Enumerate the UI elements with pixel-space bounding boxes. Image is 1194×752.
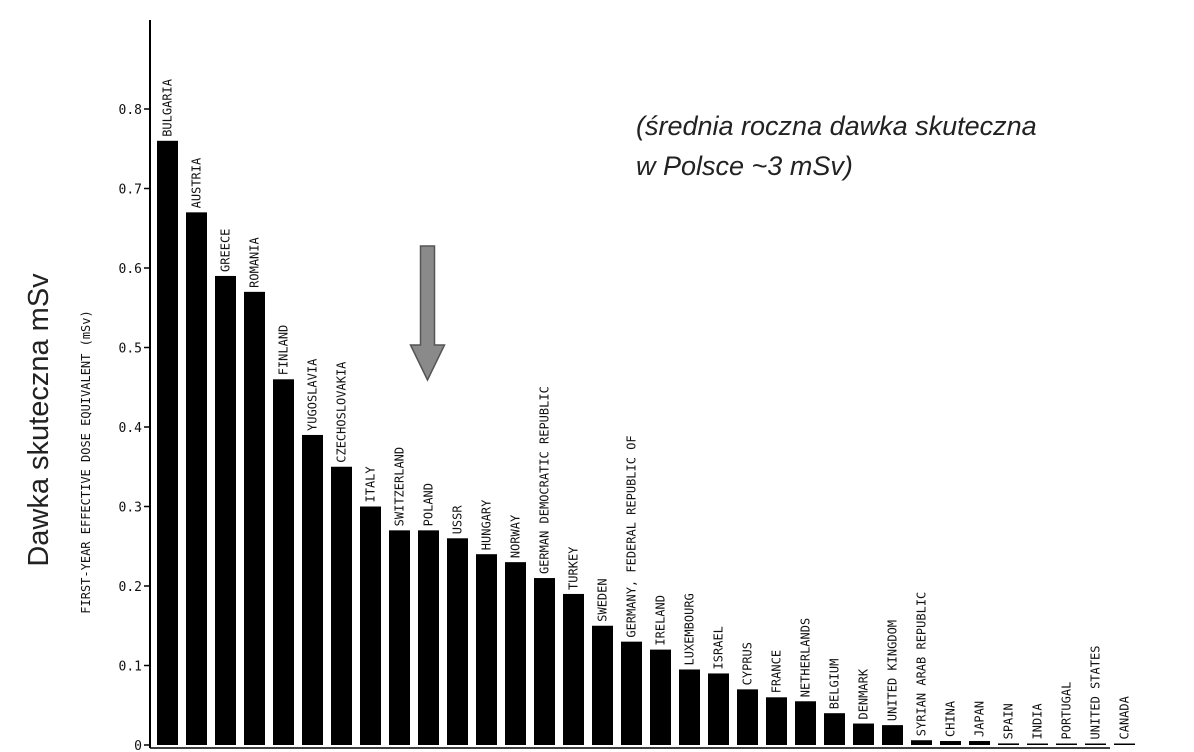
bar bbox=[940, 741, 961, 745]
bar bbox=[447, 538, 468, 745]
y-axis-label: FIRST-YEAR EFFECTIVE DOSE EQUIVALENT (mS… bbox=[79, 310, 93, 613]
bar-category-label: HUNGARY bbox=[480, 499, 494, 550]
bar bbox=[911, 740, 932, 745]
bar bbox=[969, 741, 990, 745]
bar bbox=[505, 562, 526, 745]
bar bbox=[766, 697, 787, 745]
bar bbox=[534, 578, 555, 745]
y-tick-label: 0.3 bbox=[119, 501, 142, 516]
bar-category-label: DENMARK bbox=[857, 668, 871, 719]
bar-category-label: SWEDEN bbox=[596, 578, 610, 621]
bar-category-label: IRELAND bbox=[654, 595, 668, 646]
bar bbox=[1114, 743, 1135, 745]
bar bbox=[679, 669, 700, 745]
bar-category-label: CHINA bbox=[944, 700, 958, 737]
bar bbox=[621, 641, 642, 745]
bar bbox=[998, 743, 1019, 745]
bar bbox=[476, 554, 497, 745]
bar bbox=[215, 275, 236, 745]
bar bbox=[1085, 743, 1106, 745]
annotation-line-1: (średnia roczna dawka skuteczna bbox=[636, 111, 1037, 141]
bar bbox=[157, 140, 178, 746]
bar bbox=[244, 291, 265, 745]
bar-category-label: USSR bbox=[451, 505, 465, 535]
bar-category-label: CZECHOSLOVAKIA bbox=[335, 361, 349, 463]
outer-y-axis-label: Dawka skuteczna mSv bbox=[23, 273, 55, 567]
annotation-line-2: w Polsce ~3 mSv) bbox=[636, 151, 853, 181]
bar bbox=[824, 713, 845, 745]
bar bbox=[563, 593, 584, 745]
bar-category-label: SWITZERLAND bbox=[393, 447, 407, 526]
bar bbox=[853, 723, 874, 745]
bar-category-label: BELGIUM bbox=[828, 659, 842, 710]
bar-category-label: PORTUGAL bbox=[1060, 682, 1074, 740]
y-tick-label: 0.4 bbox=[119, 421, 143, 436]
bar-category-label: TURKEY bbox=[567, 546, 581, 590]
bar bbox=[882, 725, 903, 745]
bar-category-label: CANADA bbox=[1118, 695, 1132, 739]
bar-category-label: SYRIAN ARAB REPUBLIC bbox=[915, 592, 929, 737]
y-tick-label: 0 bbox=[134, 739, 142, 752]
bar-category-label: NETHERLANDS bbox=[799, 618, 813, 697]
bar-category-label: SPAIN bbox=[1002, 703, 1016, 739]
bar-category-label: GERMAN DEMOCRATIC REPUBLIC bbox=[538, 386, 552, 574]
bar bbox=[592, 625, 613, 745]
bar-category-label: LUXEMBOURG bbox=[683, 593, 697, 665]
y-tick-label: 0.5 bbox=[119, 342, 142, 357]
bar-category-label: ROMANIA bbox=[248, 237, 262, 288]
bar bbox=[708, 673, 729, 745]
bar-category-label: CYPRUS bbox=[741, 642, 755, 685]
bar bbox=[1056, 743, 1077, 745]
bar bbox=[737, 689, 758, 745]
y-tick-label: 0.7 bbox=[119, 183, 142, 198]
bar-category-label: FRANCE bbox=[770, 650, 784, 693]
bar-category-label: FINLAND bbox=[277, 325, 291, 376]
bar bbox=[389, 530, 410, 745]
bar bbox=[186, 212, 207, 746]
bar-category-label: POLAND bbox=[422, 483, 436, 526]
bar-category-label: BULGARIA bbox=[161, 78, 175, 137]
bar-category-label: INDIA bbox=[1031, 703, 1045, 740]
bar-category-label: AUSTRIA bbox=[190, 157, 204, 208]
bar-category-label: JAPAN bbox=[973, 701, 987, 737]
bar bbox=[1027, 743, 1048, 745]
bar-category-label: NORWAY bbox=[509, 514, 523, 558]
bar bbox=[331, 466, 352, 745]
y-tick-label: 0.8 bbox=[119, 103, 142, 118]
bar-category-label: GREECE bbox=[219, 229, 233, 272]
bar bbox=[360, 506, 381, 745]
highlight-arrow-icon bbox=[409, 245, 446, 382]
bar-category-label: GERMANY, FEDERAL REPUBLIC OF bbox=[625, 435, 639, 637]
y-tick-label: 0.2 bbox=[119, 580, 142, 595]
bar-category-label: UNITED STATES bbox=[1089, 646, 1103, 740]
bar bbox=[795, 701, 816, 745]
bar-category-label: ISRAEL bbox=[712, 626, 726, 669]
bar bbox=[418, 530, 439, 745]
bar bbox=[273, 379, 294, 745]
y-tick-label: 0.1 bbox=[119, 660, 142, 675]
y-tick-label: 0.6 bbox=[119, 262, 142, 277]
bar-category-label: UNITED KINGDOM bbox=[886, 620, 900, 721]
bar-category-label: YUGOSLAVIA bbox=[306, 358, 320, 431]
bar bbox=[650, 649, 671, 745]
bar bbox=[302, 434, 323, 745]
bar-category-label: ITALY bbox=[364, 466, 378, 503]
